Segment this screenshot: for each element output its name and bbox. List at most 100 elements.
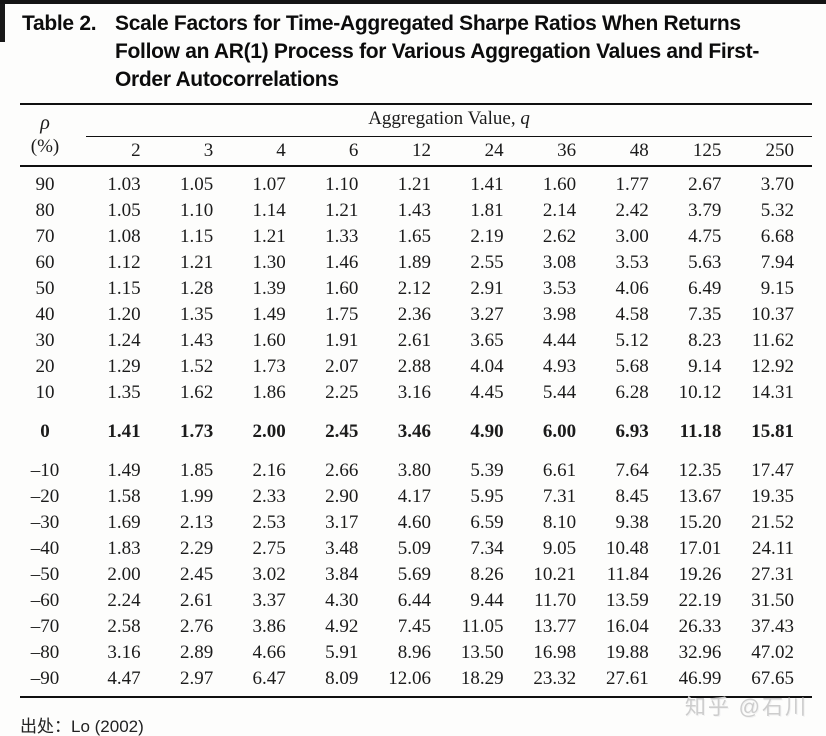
- value-cell: 19.26: [678, 564, 722, 585]
- value-cell: 1.73: [252, 356, 286, 377]
- value-cell: 2.12: [397, 278, 431, 299]
- value-cell: 3.98: [542, 304, 577, 325]
- value-cell: 6.44: [397, 590, 431, 611]
- value-cell: 22.19: [678, 590, 722, 611]
- table-row: –20 1.58 1.99 2.33 2.90 4.17 5.95 7.31 8.45 13.67…: [20, 484, 812, 510]
- value-cell: 1.03: [107, 174, 141, 195]
- value-cell: 2.53: [252, 512, 286, 533]
- table-row: 40 1.20 1.35 1.49 1.75 2.36 3.27 3.98 4.58 7.35 10…: [20, 302, 812, 328]
- value-cell: 3.16: [107, 642, 141, 663]
- value-cell: 4.92: [325, 616, 359, 637]
- table-row: 20 1.29 1.52 1.73 2.07 2.88 4.04 4.93 5.68 9.14 12…: [20, 354, 812, 380]
- value-cell: 5.32: [760, 200, 795, 221]
- row-label-cell: –70: [30, 616, 60, 637]
- row-label-cell: 60: [35, 252, 55, 273]
- value-cell: 11.84: [606, 564, 649, 585]
- value-cell: 1.49: [252, 304, 286, 325]
- value-cell: 14.31: [751, 382, 795, 403]
- value-cell: 3.70: [760, 174, 795, 195]
- value-cell: 1.75: [325, 304, 359, 325]
- row-label-cell: –10: [30, 460, 60, 481]
- value-cell: 6.49: [688, 278, 722, 299]
- value-cell: 4.66: [252, 642, 286, 663]
- value-cell: 8.26: [470, 564, 504, 585]
- value-cell: 3.37: [252, 590, 286, 611]
- value-cell: 8.23: [688, 330, 722, 351]
- value-cell: 9.38: [615, 512, 649, 533]
- table-row: –70 2.58 2.76 3.86 4.92 7.45 11.05 13.77 16.04 26…: [20, 614, 812, 640]
- column-header-q48: 48: [594, 136, 667, 167]
- row-label-cell: 10: [35, 382, 55, 403]
- value-cell: 2.45: [179, 564, 214, 585]
- column-header-q6: 6: [303, 136, 377, 167]
- value-cell: 1.99: [179, 486, 214, 507]
- value-cell: 4.17: [397, 486, 431, 507]
- value-cell: 1.05: [179, 174, 214, 195]
- value-cell: 5.69: [397, 564, 431, 585]
- value-cell: 1.21: [252, 226, 286, 247]
- value-cell: 1.49: [107, 460, 141, 481]
- value-cell: 27.61: [606, 668, 649, 689]
- value-cell: 1.65: [397, 226, 431, 247]
- value-cell: 4.44: [542, 330, 577, 351]
- figure-footer: 出处：Lo (2002): [20, 712, 810, 736]
- aggregation-value-group-header: Aggregation Value, q: [86, 104, 813, 137]
- value-cell: 3.02: [252, 564, 286, 585]
- table-body: 90 1.03 1.05 1.07 1.10 1.21 1.41 1.60 1.77 2.67 3.…: [20, 166, 812, 697]
- scan-edge-artifact-top: [0, 0, 826, 4]
- value-cell: 2.61: [179, 590, 214, 611]
- row-label-cell: 90: [35, 174, 55, 195]
- value-cell: 15.20: [678, 512, 722, 533]
- value-cell: 2.61: [397, 330, 431, 351]
- value-cell: 2.58: [107, 616, 141, 637]
- table-row: –80 3.16 2.89 4.66 5.91 8.96 13.50 16.98 19.88 32…: [20, 640, 812, 666]
- column-header-q24: 24: [448, 136, 522, 167]
- value-cell: 4.58: [615, 304, 649, 325]
- value-cell: 2.00: [107, 564, 141, 585]
- value-cell: 2.90: [325, 486, 359, 507]
- value-cell: 1.30: [252, 252, 286, 273]
- row-label-cell: 80: [35, 200, 55, 221]
- value-cell: 1.89: [397, 252, 431, 273]
- table-row: 10 1.35 1.62 1.86 2.25 3.16 4.45 5.44 6.28 10.12 1…: [20, 380, 812, 406]
- value-cell: 1.35: [179, 304, 214, 325]
- value-cell: 3.27: [470, 304, 504, 325]
- value-cell: 2.88: [397, 356, 431, 377]
- value-cell: 1.08: [107, 226, 141, 247]
- value-cell: 1.77: [615, 174, 649, 195]
- value-cell: 4.60: [397, 512, 431, 533]
- value-cell: 2.24: [107, 590, 141, 611]
- value-cell: 2.07: [325, 356, 359, 377]
- table-row: 90 1.03 1.05 1.07 1.10 1.21 1.41 1.60 1.77 2.67 3.…: [20, 166, 812, 198]
- value-cell: 11.70: [534, 590, 577, 611]
- row-label-cell: –30: [30, 512, 60, 533]
- value-cell: 32.96: [678, 642, 722, 663]
- value-cell: 1.86: [252, 382, 286, 403]
- value-cell: 3.86: [252, 616, 286, 637]
- value-cell: 1.21: [397, 174, 431, 195]
- value-cell: 6.28: [615, 382, 649, 403]
- value-cell: 15.81: [751, 421, 795, 442]
- table-row: –30 1.69 2.13 2.53 3.17 4.60 6.59 8.10 9.38 15.20…: [20, 510, 812, 536]
- value-cell: 5.12: [615, 330, 649, 351]
- value-cell: 1.10: [325, 174, 359, 195]
- value-cell: 1.43: [397, 200, 431, 221]
- value-cell: 16.98: [533, 642, 577, 663]
- value-cell: 7.35: [688, 304, 722, 325]
- value-cell: 8.10: [542, 512, 577, 533]
- value-cell: 8.96: [397, 642, 431, 663]
- value-cell: 10.21: [533, 564, 577, 585]
- row-label-cell: 50: [35, 278, 55, 299]
- value-cell: 9.15: [760, 278, 795, 299]
- value-cell: 2.13: [179, 512, 214, 533]
- value-cell: 1.28: [179, 278, 214, 299]
- value-cell: 1.10: [179, 200, 214, 221]
- value-cell: 1.60: [542, 174, 577, 195]
- value-cell: 4.75: [688, 226, 722, 247]
- value-cell: 1.15: [107, 278, 141, 299]
- table-row: 70 1.08 1.15 1.21 1.33 1.65 2.19 2.62 3.00 4.75 6.…: [20, 224, 812, 250]
- value-cell: 1.81: [470, 200, 504, 221]
- value-cell: 1.21: [179, 252, 214, 273]
- value-cell: 1.52: [179, 356, 214, 377]
- value-cell: 10.12: [678, 382, 722, 403]
